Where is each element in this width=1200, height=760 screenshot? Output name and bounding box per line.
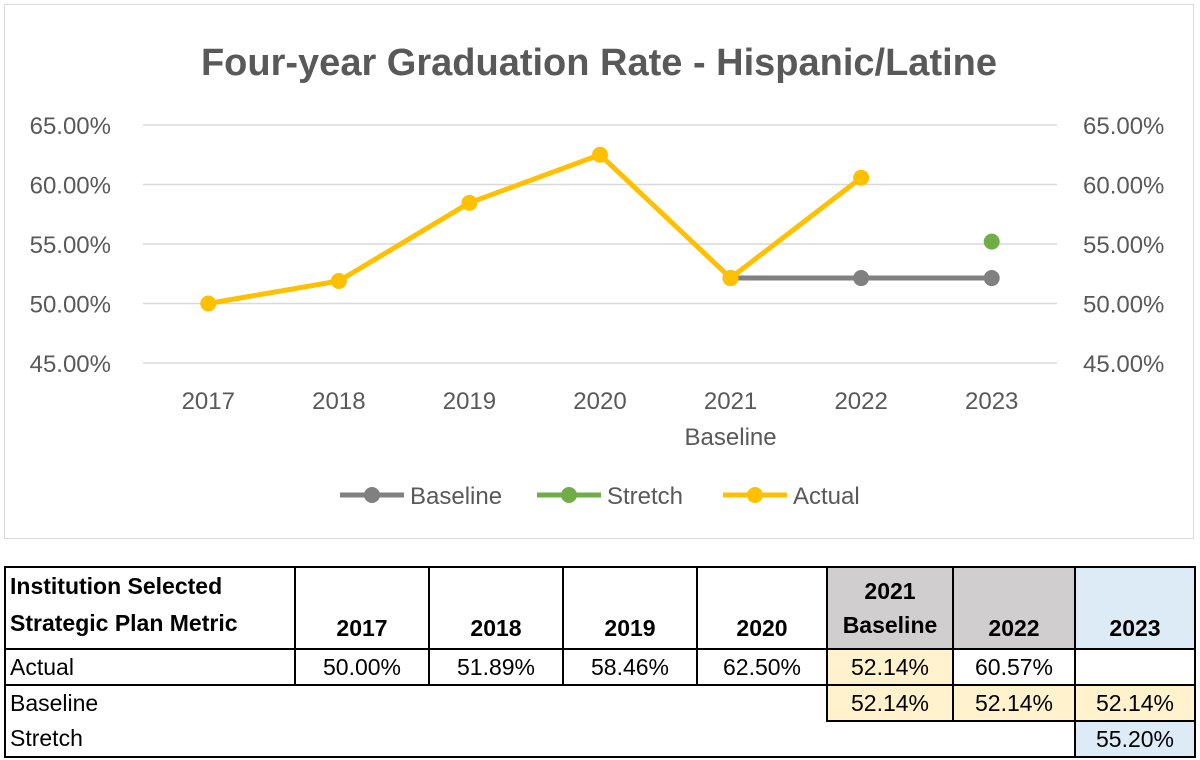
- x-tick-label: 2018: [312, 388, 365, 415]
- actual-point: [853, 169, 870, 186]
- header-2017: 2017: [294, 566, 430, 650]
- metric-header-line2: Strategic Plan Metric: [10, 610, 238, 636]
- y-tick-label: 65.00%: [30, 113, 111, 140]
- line-chart: Four-year Graduation Rate - Hispanic/Lat…: [30, 42, 1165, 510]
- stretch-2019: [563, 721, 697, 758]
- stretch-2020: [697, 721, 827, 758]
- stretch-2021: [827, 721, 953, 758]
- header-2021: 2021: [864, 578, 916, 604]
- metric-table: Institution Selected Strategic Plan Metr…: [4, 566, 1196, 758]
- y2-tick-label: 45.00%: [1083, 351, 1164, 378]
- y-tick-label: 55.00%: [30, 232, 111, 259]
- x-tick-label: 2020: [573, 388, 626, 415]
- table-row-stretch: Stretch 55.20%: [4, 720, 1196, 758]
- legend-actual-label: Actual: [793, 483, 860, 510]
- table-row-actual: Actual 50.00% 51.89% 58.46% 62.50% 52.14…: [4, 648, 1196, 686]
- actual-point: [330, 273, 347, 290]
- legend-stretch-label: Stretch: [607, 483, 683, 510]
- y2-tick-label: 60.00%: [1083, 173, 1164, 200]
- header-2023: 2023: [1074, 566, 1196, 650]
- baseline-2023: 52.14%: [1074, 684, 1196, 722]
- actual-2020: 62.50%: [696, 648, 828, 686]
- actual-point: [592, 146, 608, 163]
- legend-baseline-marker: [364, 487, 380, 503]
- actual-2023: [1074, 648, 1196, 686]
- stretch-2017: [295, 721, 429, 758]
- actual-2017: 50.00%: [294, 648, 430, 686]
- row-label-actual: Actual: [4, 648, 296, 686]
- header-2022: 2022: [952, 566, 1076, 650]
- header-2020: 2020: [696, 566, 828, 650]
- x-tick-label: 2021: [704, 388, 757, 415]
- chart-area: Four-year Graduation Rate - Hispanic/Lat…: [4, 4, 1194, 539]
- y2-tick-label: 65.00%: [1083, 113, 1164, 140]
- legend-actual-marker: [747, 487, 763, 503]
- legend-baseline-label: Baseline: [410, 483, 502, 510]
- row-label-baseline: Baseline: [4, 685, 295, 721]
- baseline-2022: 52.14%: [952, 684, 1076, 722]
- row-label-stretch: Stretch: [4, 721, 295, 758]
- y-tick-label: 50.00%: [30, 292, 111, 319]
- table-row-baseline: Baseline 52.14% 52.14% 52.14%: [4, 684, 1196, 722]
- header-2021-baseline: 2021 Baseline: [826, 566, 954, 650]
- y-tick-label: 45.00%: [30, 351, 111, 378]
- chart-title: Four-year Graduation Rate - Hispanic/Lat…: [201, 42, 997, 84]
- x-tick-sublabel: Baseline: [685, 424, 777, 451]
- baseline-2018: [429, 685, 563, 721]
- y-tick-label: 60.00%: [30, 173, 111, 200]
- actual-2021: 52.14%: [826, 648, 954, 686]
- x-tick-label: 2017: [182, 388, 235, 415]
- baseline-2020: [697, 685, 827, 721]
- header-2021-sub: Baseline: [842, 612, 938, 638]
- actual-series-line: [205, 152, 864, 306]
- baseline-2021: 52.14%: [826, 684, 954, 722]
- baseline-point: [853, 270, 870, 287]
- legend-stretch-marker: [561, 487, 577, 503]
- baseline-point: [983, 270, 1000, 287]
- y2-tick-label: 55.00%: [1083, 232, 1164, 259]
- actual-2022: 60.57%: [952, 648, 1076, 686]
- header-2018: 2018: [428, 566, 564, 650]
- x-tick-label: 2019: [443, 388, 496, 415]
- stretch-2022: [953, 721, 1075, 758]
- stretch-2018: [429, 721, 563, 758]
- stretch-2023: 55.20%: [1074, 720, 1196, 758]
- actual-point: [722, 270, 739, 287]
- table-header-row: Institution Selected Strategic Plan Metr…: [4, 566, 1196, 650]
- actual-point: [461, 194, 478, 211]
- y2-tick-label: 50.00%: [1083, 292, 1164, 319]
- metric-header-cell: Institution Selected Strategic Plan Metr…: [4, 566, 296, 650]
- x-tick-label: 2023: [965, 388, 1018, 415]
- stretch-point: [983, 233, 1000, 250]
- actual-point: [200, 295, 217, 312]
- actual-2019: 58.46%: [562, 648, 698, 686]
- baseline-2017: [295, 685, 429, 721]
- header-2019: 2019: [562, 566, 698, 650]
- x-tick-label: 2022: [834, 388, 887, 415]
- metric-header-line1: Institution Selected: [10, 573, 223, 599]
- baseline-2019: [563, 685, 697, 721]
- actual-2018: 51.89%: [428, 648, 564, 686]
